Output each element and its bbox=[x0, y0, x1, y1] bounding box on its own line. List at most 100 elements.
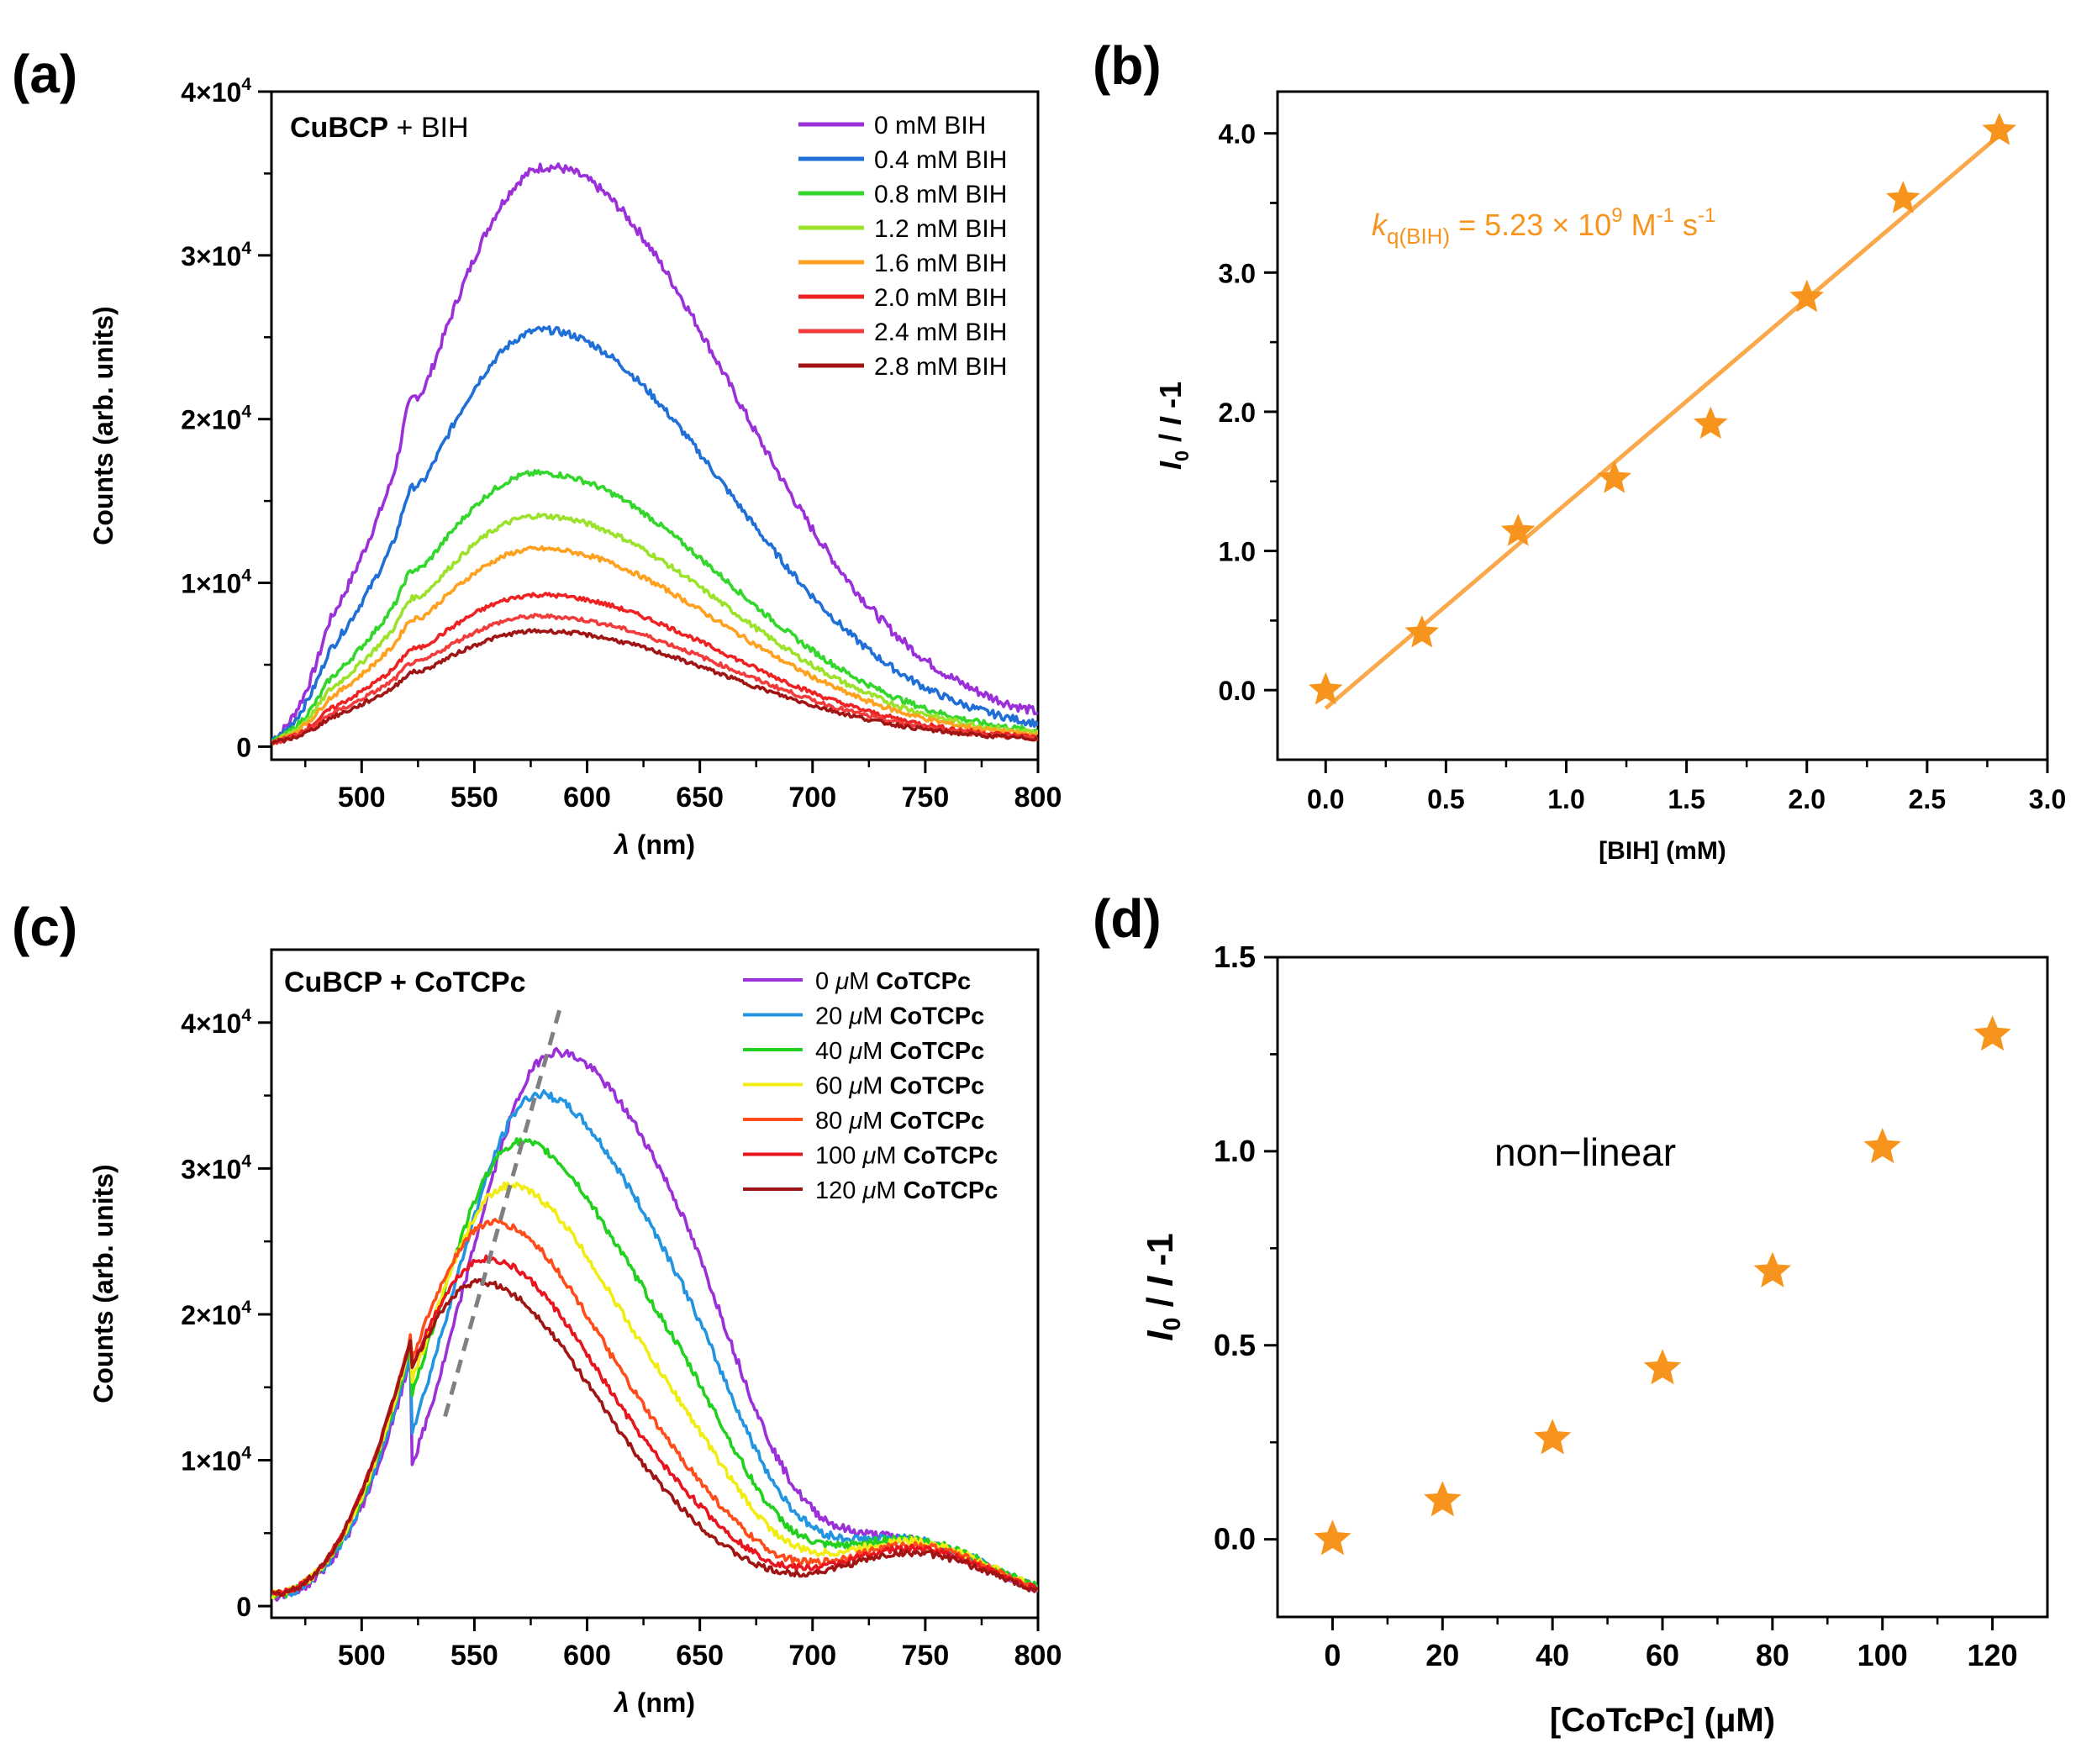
x-tick-label: 500 bbox=[338, 782, 386, 814]
data-point-4 bbox=[1693, 406, 1728, 440]
x-tick-label: 80 bbox=[1756, 1638, 1789, 1672]
x-tick-label: 3.0 bbox=[2029, 784, 2066, 814]
panel-label-d: (d) bbox=[1093, 888, 1162, 949]
y-tick-label: 3×104 bbox=[181, 1151, 251, 1184]
y-label-minus-one: -1 bbox=[1153, 382, 1188, 417]
x-tick-label: 100 bbox=[1857, 1638, 1908, 1672]
y-tick-label: 4×104 bbox=[181, 1006, 251, 1039]
legend-number: 20 bbox=[815, 1003, 849, 1030]
y-tick-mantissa: 1×10 bbox=[181, 569, 241, 599]
legend-label-1: 0.4 mM BIH bbox=[874, 146, 1007, 174]
curves-group bbox=[271, 1046, 1038, 1602]
y-tick-mantissa: 3×10 bbox=[181, 1154, 241, 1184]
legend-compound: CoTCPc bbox=[904, 1143, 998, 1170]
legend-number: 60 bbox=[815, 1073, 849, 1100]
data-point-5 bbox=[1863, 1127, 1901, 1164]
legend-label-1: 20 μM CoTCPc bbox=[815, 1003, 984, 1030]
panel-label-b: (b) bbox=[1093, 35, 1162, 96]
panel-d-stern-volmer-cotcpc: 0 20 40 60 80 100 120 0.0 0.5 1.0 1.5 [CoTcPc] (μM)… bbox=[1140, 940, 2049, 1739]
y-axis-label: Counts (arb. units) bbox=[88, 1164, 119, 1403]
x-tick-label: 750 bbox=[902, 782, 950, 814]
curves-group bbox=[271, 162, 1038, 746]
x-tick-label: 0 bbox=[1324, 1638, 1341, 1672]
legend-compound: CoTCPc bbox=[889, 1108, 984, 1135]
x-tick-label: 2.5 bbox=[1909, 784, 1946, 814]
y-tick-exponent: 4 bbox=[241, 1444, 251, 1463]
legend-compound: CoTCPc bbox=[889, 1003, 984, 1030]
series-line-3 bbox=[271, 512, 1038, 745]
y-tick-exponent: 4 bbox=[241, 1151, 251, 1171]
x-tick-label: 550 bbox=[451, 1640, 498, 1672]
data-point-0 bbox=[1314, 1519, 1352, 1556]
y-tick-label: 0.0 bbox=[1214, 1522, 1256, 1556]
panel-a-emission-spectra-bih: 500 550 600 650 700 750 80001×1042×1043×1044×1… bbox=[88, 75, 1062, 860]
rate-k: k bbox=[1372, 208, 1388, 242]
y-tick-mantissa: 2×10 bbox=[181, 405, 241, 435]
panel-label-c: (c) bbox=[12, 897, 77, 957]
y-tick-exponent: 4 bbox=[241, 239, 251, 258]
y-tick-exponent: 4 bbox=[241, 403, 251, 422]
y-label-minus-one: -1 bbox=[1140, 1233, 1181, 1276]
data-point-2 bbox=[1533, 1419, 1572, 1455]
legend-unit: μ bbox=[848, 1073, 862, 1100]
y-tick-label: 1.0 bbox=[1214, 1134, 1256, 1168]
y-tick-label: 4.0 bbox=[1219, 119, 1256, 150]
legend-number: 40 bbox=[815, 1038, 849, 1065]
x-tick-label: 750 bbox=[902, 1640, 950, 1672]
legend-unit-rest: M bbox=[876, 1143, 903, 1170]
peak-shift-guide bbox=[443, 1007, 562, 1418]
x-axis-label: λ (nm) bbox=[613, 1688, 695, 1718]
legend-unit-rest: M bbox=[862, 1073, 889, 1100]
rate-unit-m: M bbox=[1623, 208, 1657, 242]
y-tick-label: 2×104 bbox=[181, 1298, 251, 1330]
y-axis-label: Counts (arb. units) bbox=[88, 306, 119, 545]
legend-label-2: 40 μM CoTCPc bbox=[815, 1038, 984, 1065]
legend-unit: μ bbox=[848, 1003, 862, 1030]
panel-b-stern-volmer-bih: 0.0 0.5 1.0 1.5 2.0 2.5 3.0 0.0 1.0 2.0 3.0 4.0 [BIH… bbox=[1153, 90, 2066, 865]
x-tick-label: 20 bbox=[1425, 1638, 1459, 1672]
y-label-sub: 0 bbox=[1171, 450, 1193, 461]
series-line-7 bbox=[271, 628, 1038, 745]
legend-number: 100 bbox=[815, 1143, 862, 1170]
legend-unit-rest: M bbox=[862, 1038, 889, 1065]
y-tick-label: 3.0 bbox=[1219, 258, 1256, 288]
y-tick-mantissa: 2×10 bbox=[181, 1300, 241, 1330]
x-tick-label: 1.5 bbox=[1668, 784, 1705, 814]
x-axis-unit: (nm) bbox=[630, 829, 695, 860]
legend-label-0: 0 μM CoTCPc bbox=[815, 968, 971, 995]
x-tick-label: 650 bbox=[676, 1640, 724, 1672]
rate-exponent: 9 bbox=[1611, 204, 1622, 227]
x-tick-label: 650 bbox=[676, 782, 724, 814]
x-tick-label: 60 bbox=[1646, 1638, 1679, 1672]
rate-exponent-m: -1 bbox=[1657, 204, 1674, 227]
annotation-bold: CuBCP bbox=[290, 112, 388, 144]
legend-label-4: 80 μM CoTCPc bbox=[815, 1108, 984, 1135]
y-tick-label: 0.0 bbox=[1219, 676, 1256, 706]
annotation-rest: + BIH bbox=[388, 112, 468, 144]
y-tick-label: 2×104 bbox=[181, 403, 251, 435]
legend-compound: CoTCPc bbox=[876, 968, 971, 995]
y-label-sub: 0 bbox=[1159, 1318, 1186, 1331]
series-line-5 bbox=[271, 592, 1038, 745]
non-linear-annotation: non−linear bbox=[1494, 1130, 1676, 1174]
y-tick-mantissa: 4×10 bbox=[181, 1008, 241, 1039]
series-line-4 bbox=[271, 545, 1038, 746]
y-tick-exponent: 4 bbox=[241, 75, 251, 94]
legend-number: 0 bbox=[815, 968, 835, 995]
y-label-i2: I bbox=[1140, 1276, 1181, 1287]
data-point-1 bbox=[1404, 614, 1440, 648]
y-axis-label: I0 / I -1 bbox=[1153, 382, 1193, 470]
y-tick-label: 4×104 bbox=[181, 75, 251, 108]
plot-frame bbox=[270, 90, 1040, 761]
legend-label-5: 2.0 mM BIH bbox=[874, 284, 1007, 312]
y-tick-label: 0 bbox=[236, 732, 251, 762]
legend-number: 120 bbox=[815, 1177, 862, 1204]
y-tick-label: 2.0 bbox=[1219, 398, 1256, 428]
rate-equals: = 5.23 × 10 bbox=[1450, 208, 1611, 242]
data-point-1 bbox=[1424, 1481, 1462, 1517]
y-tick-mantissa: 3×10 bbox=[181, 241, 241, 271]
y-label-slash: / bbox=[1140, 1287, 1181, 1318]
legend-compound: CoTCPc bbox=[889, 1073, 984, 1100]
x-tick-label: 0.5 bbox=[1427, 784, 1464, 814]
plot-annotation: CuBCP + CoTCPc bbox=[284, 966, 525, 998]
